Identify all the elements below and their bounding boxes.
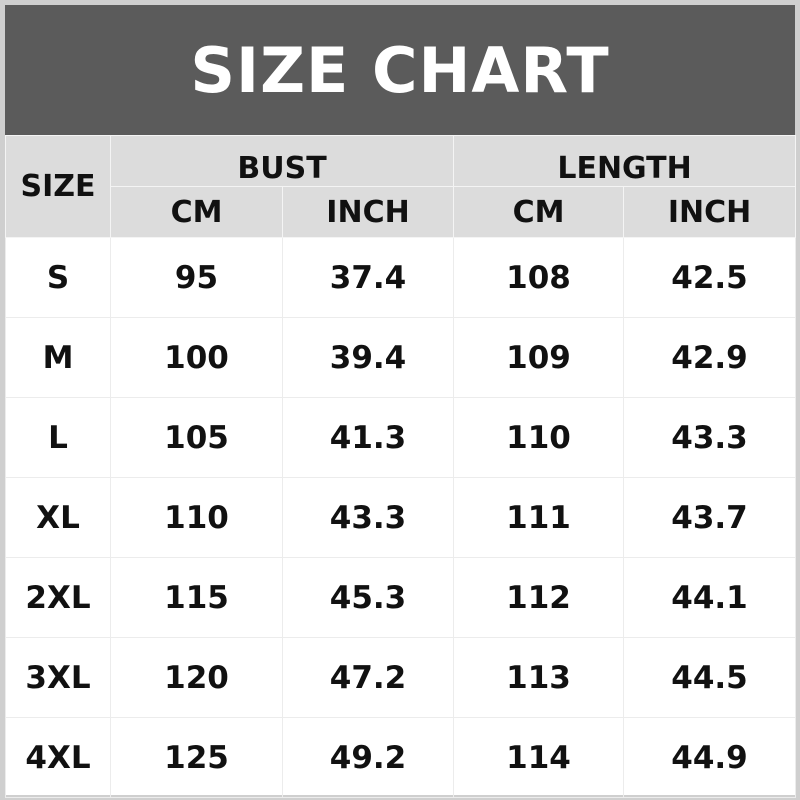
- table-row: S 95 37.4 108 42.5: [5, 237, 797, 318]
- header-length-cm: CM: [453, 186, 625, 238]
- cell-length-cm: 113: [453, 637, 625, 718]
- cell-bust-cm: 100: [110, 317, 283, 398]
- cell-bust-cm: 95: [110, 237, 283, 318]
- cell-size: S: [5, 237, 111, 318]
- table-row: XL 110 43.3 111 43.7: [5, 477, 797, 558]
- cell-bust-inch: 45.3: [281, 557, 455, 638]
- cell-size: 3XL: [5, 637, 111, 718]
- cell-bust-inch: 39.4: [281, 317, 455, 398]
- header-length-inch: INCH: [623, 186, 797, 238]
- cell-bust-inch: 41.3: [281, 397, 455, 478]
- cell-size: XL: [5, 477, 111, 558]
- table-row: L 105 41.3 110 43.3: [5, 397, 797, 478]
- size-table: SIZE BUST LENGTH CM INCH CM INCH S 95 37.4…: [5, 135, 797, 798]
- cell-length-cm: 114: [453, 717, 625, 798]
- cell-bust-inch: 49.2: [281, 717, 455, 798]
- header-bust-inch: INCH: [281, 186, 455, 238]
- cell-length-cm: 109: [453, 317, 625, 398]
- cell-bust-inch: 43.3: [281, 477, 455, 558]
- cell-size: M: [5, 317, 111, 398]
- cell-length-cm: 108: [453, 237, 625, 318]
- cell-length-inch: 43.7: [623, 477, 797, 558]
- cell-bust-cm: 110: [110, 477, 283, 558]
- cell-bust-cm: 120: [110, 637, 283, 718]
- header-bust-cm: CM: [110, 186, 283, 238]
- table-row: M 100 39.4 109 42.9: [5, 317, 797, 398]
- cell-length-inch: 44.5: [623, 637, 797, 718]
- cell-bust-inch: 47.2: [281, 637, 455, 718]
- cell-length-inch: 42.5: [623, 237, 797, 318]
- header-bust: BUST: [109, 135, 455, 187]
- cell-length-inch: 42.9: [623, 317, 797, 398]
- cell-length-cm: 112: [453, 557, 625, 638]
- size-chart: SIZE CHART SIZE BUST LENGTH CM INCH CM I…: [5, 5, 797, 798]
- cell-size: L: [5, 397, 111, 478]
- cell-length-cm: 110: [453, 397, 625, 478]
- cell-bust-cm: 105: [110, 397, 283, 478]
- cell-length-cm: 111: [453, 477, 625, 558]
- chart-title: SIZE CHART: [5, 5, 795, 135]
- header-length: LENGTH: [453, 135, 797, 187]
- header-size: SIZE: [5, 135, 111, 238]
- cell-size: 2XL: [5, 557, 111, 638]
- table-row: 3XL 120 47.2 113 44.5: [5, 637, 797, 718]
- cell-bust-cm: 115: [110, 557, 283, 638]
- cell-bust-inch: 37.4: [281, 237, 455, 318]
- cell-length-inch: 43.3: [623, 397, 797, 478]
- cell-bust-cm: 125: [110, 717, 283, 798]
- table-row: 2XL 115 45.3 112 44.1: [5, 557, 797, 638]
- cell-length-inch: 44.1: [623, 557, 797, 638]
- cell-length-inch: 44.9: [623, 717, 797, 798]
- cell-size: 4XL: [5, 717, 111, 798]
- table-row: 4XL 125 49.2 114 44.9: [5, 717, 797, 798]
